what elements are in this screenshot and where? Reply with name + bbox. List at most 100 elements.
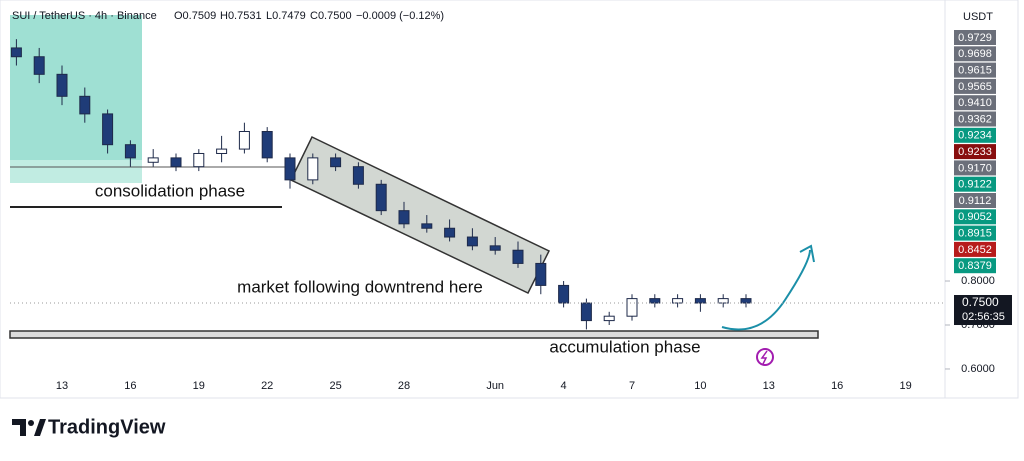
candle-body [124,144,136,159]
price-tag [954,127,996,143]
price-tag-label: 0.9698 [958,48,992,60]
x-tick-label: 25 [329,380,341,392]
candle-body [193,152,205,168]
x-tick-label: 16 [124,380,136,392]
candle-body [147,157,159,163]
x-tick-label: 13 [56,380,68,392]
price-tag [954,111,996,127]
candle-body [421,223,433,229]
price-tag-label: 0.9615 [958,65,992,77]
price-tag [954,241,996,257]
price-tag [954,258,996,274]
price-tag [954,160,996,176]
candle-body [558,284,570,304]
consolidation-band [10,160,142,183]
price-tag [954,225,996,241]
candle-body [740,298,752,304]
price-tag-label: 0.9112 [959,195,992,207]
annotation: consolidation phase [95,181,245,200]
candle-body [10,47,22,58]
candle-body [307,157,319,181]
price-tag [954,176,996,192]
candle-body [580,302,592,322]
countdown: 02:56:35 [962,311,1005,323]
brand-logo [12,419,46,436]
x-tick-label: 10 [694,380,706,392]
price-tag-label: 0.9052 [958,211,992,223]
price-tag [954,95,996,111]
candle-body [238,130,250,150]
currency: USDT [963,11,993,23]
x-tick-label: 13 [763,380,775,392]
x-tick-label: 7 [629,380,635,392]
candle-body [56,73,68,97]
event-bolt [760,350,768,365]
arrow-head [799,244,815,263]
x-tick-label: 19 [193,380,205,392]
candle-body [375,183,387,212]
x-tick-label: 16 [831,380,843,392]
candle-body [330,157,342,168]
annotation: market following downtrend here [237,277,483,296]
x-tick-label: 28 [398,380,410,392]
price-tag [954,62,996,78]
annotation: accumulation phase [549,337,700,356]
price-tag-label: 0.9362 [958,113,992,125]
candle-body [649,298,661,304]
candle-body [535,262,547,286]
candle-body [512,249,524,264]
x-tick-label: 4 [561,380,567,392]
price-tag-label: 0.9234 [958,130,992,142]
event-icon [756,348,774,366]
x-tick-label: 19 [899,380,911,392]
x-tick-label: 22 [261,380,273,392]
price-tag-label: 0.8915 [958,228,992,240]
price-tag [954,209,996,225]
ohlc-open: O0.7509 [174,10,216,22]
consolidation-zone [10,15,142,183]
accumulation-zone [9,330,819,339]
candle-body [170,157,182,168]
candle-body [102,113,114,146]
candle-body [352,166,364,185]
candle-body [717,298,729,304]
candle-body [261,130,273,159]
price-tag-label: 0.8379 [958,260,992,272]
candle-body [216,148,228,154]
price-tag-label: 0.9122 [958,179,992,191]
y-tick-label: 0.6000 [961,363,995,375]
candle-body [489,245,501,251]
candle-body [672,298,684,304]
price-tag-label: 0.8452 [958,244,992,256]
price-tag-label: 0.9410 [958,97,992,109]
price-tag-label: 0.9565 [958,81,992,93]
price-tag [954,78,996,94]
price-tag [954,144,996,160]
price-tag [954,46,996,62]
change: −0.0009 (−0.12%) [356,10,444,22]
y-tick-label: 0.8000 [961,275,995,287]
symbol-info: SUI / TetherUS · 4h · Binance [12,10,157,22]
candle-body [79,95,91,115]
price-tag [954,30,996,45]
price-tag-label: 0.9170 [958,162,992,174]
candle-body [398,210,410,225]
last-price-tag [954,295,1012,326]
brand-name: TradingView [48,416,166,438]
price-tag-label: 0.9233 [958,146,992,158]
candle-body [694,298,706,304]
ohlc-close: C0.7500 [310,10,352,22]
ohlc-low: L0.7479 [266,10,306,22]
price-tag [954,193,996,208]
candle-body [33,56,45,75]
candle-body [603,315,615,322]
price-tag-label: 0.9729 [958,32,992,44]
projection-arrow [721,249,811,331]
candle-body [444,227,456,238]
candle-body [284,157,296,181]
x-tick-label: Jun [486,380,504,392]
candle-body [466,236,478,247]
ohlc-high: H0.7531 [220,10,262,22]
candle-body [626,298,638,317]
